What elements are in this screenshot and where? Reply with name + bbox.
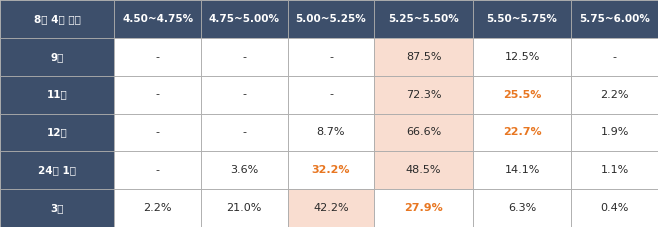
Text: 8월 4일 기준: 8월 4일 기준 xyxy=(34,14,80,24)
Bar xyxy=(571,38,658,76)
Text: -: - xyxy=(155,127,160,137)
Text: 3월: 3월 xyxy=(51,203,64,213)
Bar xyxy=(374,151,473,189)
Text: 12.5%: 12.5% xyxy=(505,52,540,62)
Text: 2.2%: 2.2% xyxy=(600,90,629,100)
Text: 11월: 11월 xyxy=(47,90,68,100)
Text: 87.5%: 87.5% xyxy=(406,52,442,62)
Bar xyxy=(114,189,201,227)
Bar xyxy=(114,76,201,114)
Text: -: - xyxy=(242,127,246,137)
Text: 9월: 9월 xyxy=(51,52,64,62)
Bar xyxy=(571,189,658,227)
Bar xyxy=(288,38,374,76)
Bar xyxy=(288,76,374,114)
Bar xyxy=(114,151,201,189)
Text: -: - xyxy=(329,52,333,62)
Bar xyxy=(0,189,114,227)
Bar xyxy=(571,76,658,114)
Text: 4.75~5.00%: 4.75~5.00% xyxy=(209,14,280,24)
Bar xyxy=(201,76,288,114)
Bar xyxy=(473,189,571,227)
Text: 21.0%: 21.0% xyxy=(226,203,262,213)
Bar xyxy=(201,114,288,151)
Text: 1.1%: 1.1% xyxy=(601,165,629,175)
Text: 1.9%: 1.9% xyxy=(601,127,629,137)
Bar xyxy=(114,38,201,76)
Bar xyxy=(473,76,571,114)
Text: 6.3%: 6.3% xyxy=(508,203,536,213)
Text: 32.2%: 32.2% xyxy=(312,165,350,175)
Bar xyxy=(0,76,114,114)
Text: 8.7%: 8.7% xyxy=(316,127,345,137)
Text: 66.6%: 66.6% xyxy=(406,127,441,137)
Text: -: - xyxy=(155,90,160,100)
Text: 12월: 12월 xyxy=(47,127,68,137)
Bar xyxy=(473,38,571,76)
Bar xyxy=(473,114,571,151)
Text: 72.3%: 72.3% xyxy=(406,90,442,100)
Text: 2.2%: 2.2% xyxy=(143,203,172,213)
Bar xyxy=(473,0,571,38)
Bar xyxy=(288,151,374,189)
Bar xyxy=(0,0,114,38)
Text: 5.50~5.75%: 5.50~5.75% xyxy=(487,14,557,24)
Text: -: - xyxy=(155,52,160,62)
Bar xyxy=(114,0,201,38)
Text: 0.4%: 0.4% xyxy=(601,203,629,213)
Bar xyxy=(374,76,473,114)
Text: 27.9%: 27.9% xyxy=(404,203,443,213)
Bar xyxy=(374,114,473,151)
Bar xyxy=(288,189,374,227)
Bar xyxy=(473,151,571,189)
Bar xyxy=(288,114,374,151)
Text: 5.75~6.00%: 5.75~6.00% xyxy=(579,14,650,24)
Bar xyxy=(374,189,473,227)
Text: 5.00~5.25%: 5.00~5.25% xyxy=(295,14,367,24)
Bar xyxy=(114,114,201,151)
Bar xyxy=(571,114,658,151)
Bar xyxy=(374,38,473,76)
Bar xyxy=(571,0,658,38)
Bar xyxy=(201,151,288,189)
Bar xyxy=(201,38,288,76)
Text: 25.5%: 25.5% xyxy=(503,90,542,100)
Text: 3.6%: 3.6% xyxy=(230,165,259,175)
Text: 22.7%: 22.7% xyxy=(503,127,542,137)
Text: 48.5%: 48.5% xyxy=(406,165,442,175)
Bar xyxy=(0,38,114,76)
Text: -: - xyxy=(155,165,160,175)
Bar xyxy=(201,189,288,227)
Bar xyxy=(0,151,114,189)
Bar xyxy=(0,114,114,151)
Text: 14.1%: 14.1% xyxy=(505,165,540,175)
Text: -: - xyxy=(329,90,333,100)
Text: 42.2%: 42.2% xyxy=(313,203,349,213)
Text: -: - xyxy=(242,52,246,62)
Text: 5.25~5.50%: 5.25~5.50% xyxy=(388,14,459,24)
Bar xyxy=(374,0,473,38)
Bar xyxy=(201,0,288,38)
Text: -: - xyxy=(242,90,246,100)
Text: -: - xyxy=(613,52,617,62)
Bar xyxy=(571,151,658,189)
Text: 4.50~4.75%: 4.50~4.75% xyxy=(122,14,193,24)
Bar xyxy=(288,0,374,38)
Text: 24년 1월: 24년 1월 xyxy=(38,165,76,175)
